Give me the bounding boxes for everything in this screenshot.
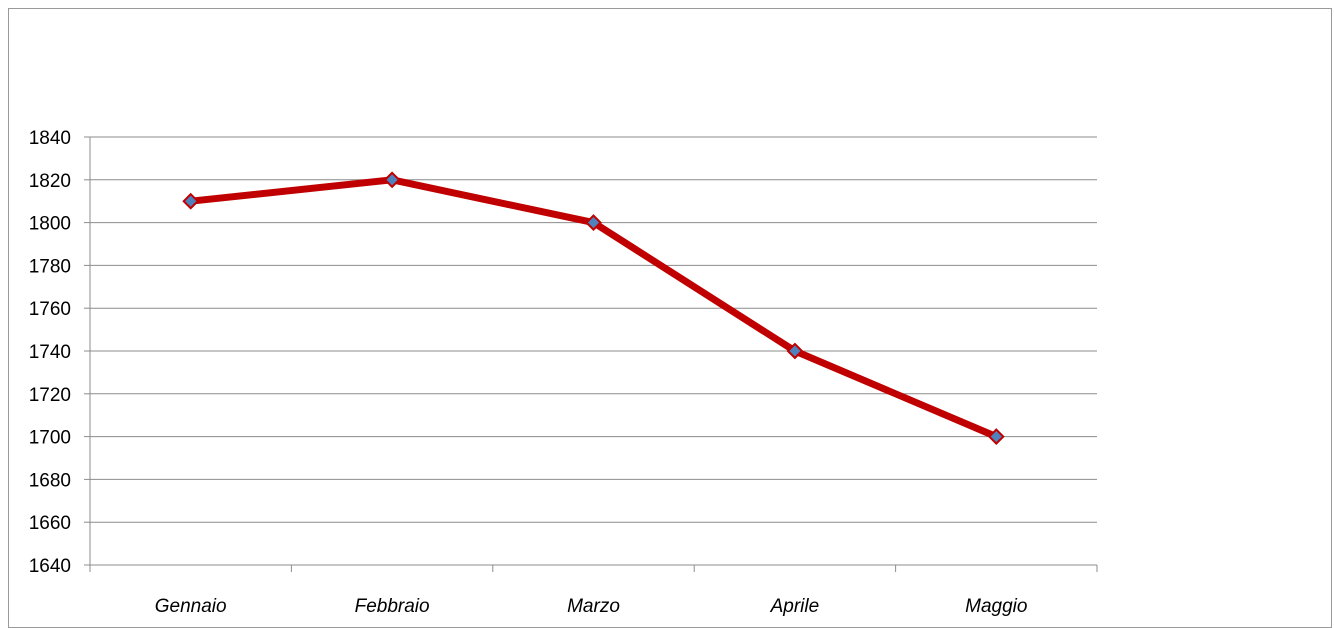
y-tick-label: 1840 xyxy=(29,128,71,149)
data-point-gennaio xyxy=(182,192,200,210)
y-tick-label: 1760 xyxy=(29,299,71,320)
y-tick-label: 1740 xyxy=(29,342,71,363)
y-tick-label: 1720 xyxy=(29,385,71,406)
y-tick-label: 1700 xyxy=(29,428,71,449)
y-tick-label: 1800 xyxy=(29,214,71,235)
y-tick-label: 1680 xyxy=(29,470,71,491)
x-tick-label-febbraio: Febbraio xyxy=(355,596,430,617)
y-tick-label: 1820 xyxy=(29,171,71,192)
x-tick-label-marzo: Marzo xyxy=(567,596,620,617)
y-tick-label: 1780 xyxy=(29,256,71,277)
series-group xyxy=(182,171,1005,446)
x-tick-label-maggio: Maggio xyxy=(965,596,1027,617)
axes xyxy=(89,137,1097,566)
data-point-marzo xyxy=(585,214,602,232)
data-point-aprile xyxy=(786,342,804,360)
x-axis-tick-labels: Gennaio Febbraio Marzo Aprile Maggio xyxy=(155,596,1028,617)
data-point-maggio xyxy=(987,428,1005,446)
chart-frame xyxy=(8,8,1332,628)
x-axis-ticks xyxy=(89,565,1098,572)
gridlines xyxy=(84,136,1097,566)
x-tick-label-aprile: Aprile xyxy=(770,596,820,617)
y-axis-tick-labels: 1640 1660 1680 1700 1720 1740 1760 1780 1800 1820… xyxy=(29,128,71,577)
y-tick-label: 1660 xyxy=(29,513,71,534)
y-tick-label: 1640 xyxy=(29,556,71,577)
x-tick-label-gennaio: Gennaio xyxy=(155,596,227,617)
data-point-febbraio xyxy=(383,171,401,189)
